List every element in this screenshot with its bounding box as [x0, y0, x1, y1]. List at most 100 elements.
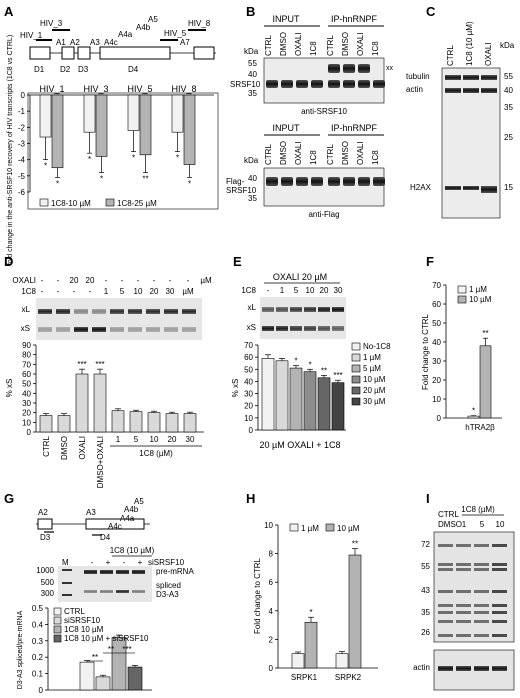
- e-sig-label: *: [308, 360, 311, 369]
- d-header-cell: -: [121, 276, 124, 285]
- d-gel-band-xs: [128, 327, 142, 332]
- a-bar: [83, 94, 96, 133]
- d-y-tick-label: 10: [22, 418, 31, 427]
- d-x-tick-label: 30: [186, 435, 195, 444]
- d-header-cell: -: [57, 287, 60, 296]
- d-header-cell: -: [187, 276, 190, 285]
- a-category-label: HIV_3: [83, 84, 108, 94]
- c-mw-15: 15: [504, 183, 513, 192]
- b-flag-label-line2: SRSF10: [226, 186, 257, 195]
- d-header-cell: 20: [70, 276, 79, 285]
- g-gel-band-spliced: [132, 590, 145, 593]
- f-sig-label: **: [482, 329, 488, 338]
- e-header-cell: 10: [306, 286, 315, 295]
- i-band: [438, 604, 453, 607]
- d-header-cell: -: [57, 276, 60, 285]
- b-mw-40-b: 40: [248, 174, 257, 183]
- g-gel-cell: +: [138, 558, 143, 567]
- i-mw-label: 55: [421, 562, 430, 571]
- c-band-h2ax: [445, 186, 461, 190]
- b-band-srsf10: [296, 80, 308, 88]
- e-header-title: OXALI 20 µM: [273, 272, 327, 282]
- panel-letter-f: F: [426, 254, 434, 269]
- c-kda: kDa: [500, 41, 515, 50]
- a-y-tick-label: -2: [18, 123, 26, 132]
- f-x-tick-label: hTRA2β: [465, 423, 495, 432]
- g-gel-marker: M: [62, 558, 69, 567]
- c-mw-40: 40: [504, 86, 513, 95]
- b-band-flag-srsf10: [358, 177, 370, 186]
- panel-e-header: OXALI 20 µM 1C8 - 1 5 10 20 30 xL xS: [241, 272, 346, 339]
- g-y-tick-label: 0.3: [32, 637, 44, 646]
- b-lane-label: DMSO: [341, 141, 350, 165]
- d-gel-band-xl: [164, 309, 178, 314]
- i-band: [438, 620, 453, 623]
- a-y-label: fold change in the anti-SRSF10 recovery …: [7, 35, 14, 265]
- exon-d4: [99, 46, 171, 60]
- h-y-tick-label: 6: [269, 578, 274, 587]
- g-gel-cell: -: [123, 558, 126, 567]
- c-lane-label: 1C8 (10 µM): [465, 21, 474, 66]
- d-header-cell: µM: [182, 287, 194, 296]
- d-header-cell: -: [137, 276, 140, 285]
- g-exon-label: D3: [40, 533, 51, 542]
- g-exon-label: A3: [86, 508, 96, 517]
- d-y-tick-label: 30: [22, 399, 31, 408]
- b-band-flag-srsf10: [296, 177, 308, 186]
- b-lane-label: OXALI: [294, 32, 303, 56]
- d-x-tick-label: 1: [116, 435, 121, 444]
- g-legend-label: CTRL: [64, 607, 85, 616]
- a-sig-label: *: [56, 179, 59, 188]
- g-gel-band-pre: [100, 570, 113, 574]
- c-mw-55: 55: [504, 72, 513, 81]
- d-bar: [57, 415, 71, 433]
- i-mw-label: 26: [421, 628, 430, 637]
- i-band: [492, 604, 507, 607]
- e-gel: [260, 297, 346, 339]
- panel-letter-g: G: [4, 491, 14, 506]
- d-gel-band-xs: [56, 327, 70, 332]
- g-exon-label: A5: [134, 497, 144, 506]
- e-gel-band-xl: [276, 307, 288, 312]
- i-band: [474, 568, 489, 571]
- b-ip-label-bottom: IP-hnRNPF: [331, 123, 378, 133]
- d-x-tick-label: 20: [168, 435, 177, 444]
- i-band: [474, 620, 489, 623]
- site-a2: A2: [70, 38, 80, 47]
- e-bar: [289, 367, 303, 431]
- g-legend-label: 1C8 10 µM + siSRSF10: [64, 634, 149, 643]
- g-legend-swatch: [53, 616, 62, 625]
- d-bar: [111, 410, 125, 433]
- h-bar: [304, 621, 318, 669]
- d-bar: [129, 411, 143, 433]
- g-sig-label: ***: [122, 645, 131, 654]
- i-band-actin: [438, 666, 453, 671]
- a-category-label: HIV_8: [171, 84, 196, 94]
- d-bar: [93, 373, 107, 433]
- h-bar: [348, 554, 362, 669]
- a-y-tick-label: -5: [18, 172, 26, 181]
- g-legend-label: siSRSF10: [64, 616, 101, 625]
- d-header-row-label: 1C8: [21, 287, 36, 296]
- i-band: [456, 634, 471, 637]
- e-header-cell: -: [267, 286, 270, 295]
- i-band: [456, 590, 471, 593]
- f-y-tick-label: 20: [432, 376, 441, 385]
- h-y-label: Fold change to CTRL: [253, 557, 262, 634]
- e-legend-label: No-1C8: [363, 342, 391, 351]
- a-sig-label: *: [44, 162, 47, 171]
- i-mw-label: 35: [421, 608, 430, 617]
- d-gel-band-xs: [38, 327, 52, 332]
- b-band-heavy-chain: [328, 64, 340, 73]
- i-band: [492, 611, 507, 614]
- b-lane-label: DMSO: [341, 32, 350, 56]
- chart-a: 0-1-2-3-4-5-6HIV_1**HIV_3**HIV_5***HIV_8…: [7, 35, 219, 265]
- d-gel-band-xs: [92, 327, 106, 332]
- d-header-cell: -: [105, 276, 108, 285]
- i-band: [474, 611, 489, 614]
- b-lane-label: 1C8: [309, 150, 318, 165]
- g-exon-label: D4: [100, 533, 111, 542]
- h-sig-label: *: [309, 608, 312, 617]
